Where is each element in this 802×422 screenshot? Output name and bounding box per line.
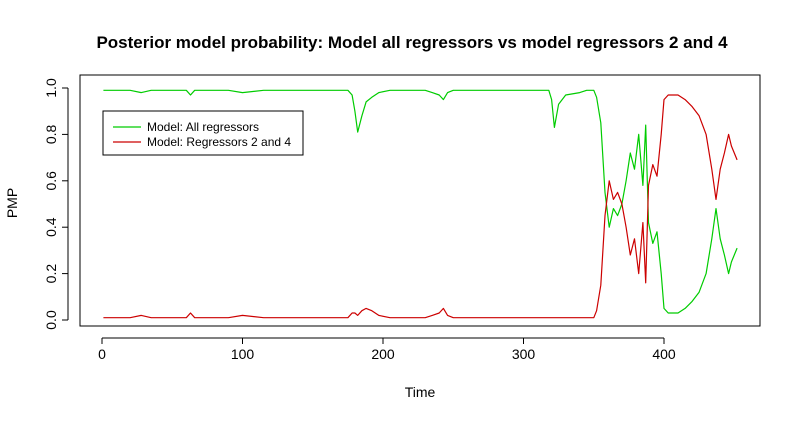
series-line-all-regressors xyxy=(103,89,738,314)
y-tick-label: 0.6 xyxy=(43,171,59,191)
y-axis-label: PMP xyxy=(4,188,20,218)
y-tick-label: 0.2 xyxy=(43,264,59,284)
y-axis: 0.0 0.2 0.4 0.6 0.8 1.0 xyxy=(43,78,69,330)
x-axis-label: Time xyxy=(405,384,436,400)
y-tick-label: 0.0 xyxy=(43,310,59,330)
legend-label-regressors-2-and-4: Model: Regressors 2 and 4 xyxy=(147,135,291,149)
legend-label-all-regressors: Model: All regressors xyxy=(147,120,259,134)
x-tick-label: 400 xyxy=(652,346,676,362)
x-tick-label: 100 xyxy=(231,346,255,362)
x-tick-label: 200 xyxy=(371,346,395,362)
x-axis: 0 100 200 300 400 xyxy=(98,337,676,362)
y-tick-label: 0.8 xyxy=(43,124,59,144)
plot-frame xyxy=(79,74,761,327)
series-line-regressors-2-and-4 xyxy=(103,94,738,319)
series-layer xyxy=(103,89,738,319)
legend-box xyxy=(102,110,304,156)
x-tick-label: 0 xyxy=(98,346,106,362)
y-tick-label: 0.4 xyxy=(43,217,59,237)
x-tick-label: 300 xyxy=(512,346,536,362)
chart-title: Posterior model probability: Model all r… xyxy=(96,33,728,52)
y-tick-label: 1.0 xyxy=(43,78,59,98)
legend: Model: All regressors Model: Regressors … xyxy=(102,110,304,156)
